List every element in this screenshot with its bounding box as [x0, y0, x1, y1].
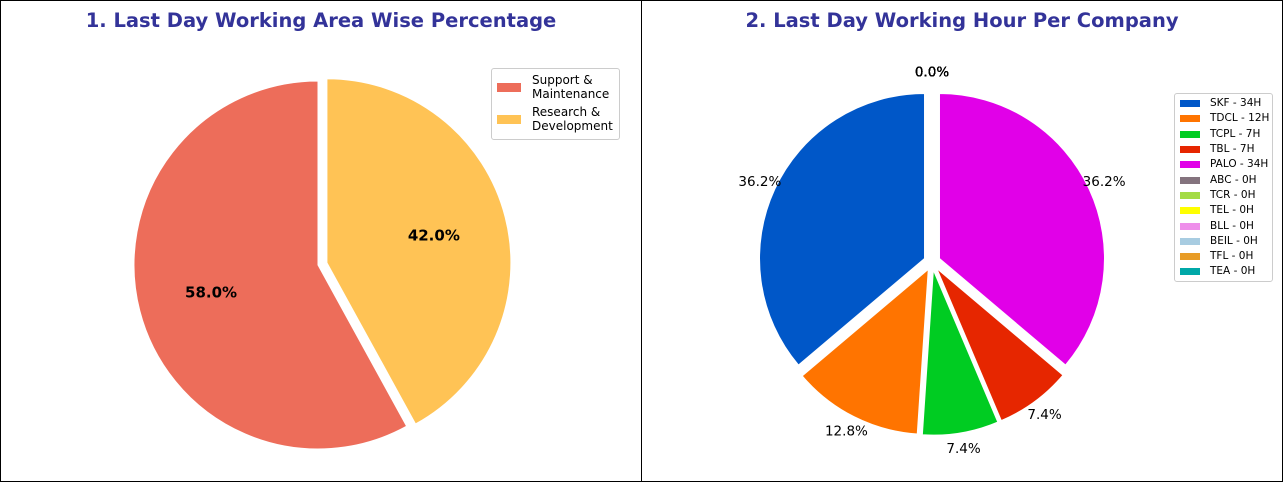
- legend-label: Support & Maintenance: [532, 73, 610, 101]
- legend-swatch: [1180, 146, 1200, 154]
- company-pie-title: 2. Last Day Working Hour Per Company: [745, 9, 1179, 32]
- pct-label-abc-0h: 0.0%: [915, 64, 949, 80]
- legend-item-tcr-0h: TCR - 0H: [1180, 188, 1272, 203]
- area-pie-legend: Support & Maintenance Research & Developmen…: [491, 68, 620, 140]
- pie-slice-tcpl-7h: [921, 269, 999, 436]
- legend-item-support-maintenance: Support & Maintenance: [497, 73, 619, 101]
- pct-label-tcpl-7h: 7.4%: [946, 441, 980, 457]
- legend-swatch: [1180, 115, 1200, 123]
- legend-label: TCR - 0H: [1210, 188, 1256, 201]
- legend-swatch: [497, 82, 521, 92]
- legend-item-tea-0h: TEA - 0H: [1180, 264, 1272, 279]
- legend-swatch: [1180, 253, 1200, 261]
- legend-item-tfl-0h: TFL - 0H: [1180, 249, 1272, 264]
- legend-label: ABC - 0H: [1210, 173, 1257, 186]
- pct-label-tbl-7h: 7.4%: [1027, 407, 1061, 423]
- legend-swatch: [1180, 237, 1200, 245]
- legend-item-tel-0h: TEL - 0H: [1180, 203, 1272, 218]
- legend-label: TEA - 0H: [1210, 265, 1256, 278]
- pct-label-tdcl-12h: 12.8%: [825, 423, 868, 439]
- legend-swatch: [1180, 130, 1200, 138]
- pct-label-research-development: 42.0%: [408, 226, 460, 244]
- pie-slice-support-maintenance: [133, 80, 408, 450]
- area-pie-panel: 1. Last Day Working Area Wise Percentage…: [0, 0, 642, 482]
- legend-swatch: [1180, 207, 1200, 215]
- pct-label-palo-34h: 36.2%: [1083, 174, 1126, 190]
- pct-label-tel-0h: 0.0%: [915, 64, 949, 80]
- area-pie-chart: 58.0% 42.0%: [133, 78, 512, 450]
- legend-swatch: [497, 114, 521, 124]
- legend-swatch: [1180, 100, 1200, 108]
- legend-label: TDCL - 12H: [1210, 112, 1270, 125]
- legend-label: BEIL - 0H: [1210, 234, 1258, 247]
- company-pie-panel: 2. Last Day Working Hour Per Company 36.…: [641, 0, 1283, 482]
- legend-item-bll-0h: BLL - 0H: [1180, 218, 1272, 233]
- legend-label: Research & Development: [532, 105, 613, 133]
- legend-item-tbl-7h: TBL - 7H: [1180, 142, 1272, 157]
- pie-slice-palo-34h: [938, 93, 1105, 366]
- pie-slice-tbl-7h: [936, 268, 1064, 422]
- legend-swatch: [1180, 222, 1200, 230]
- legend-item-abc-0h: ABC - 0H: [1180, 172, 1272, 187]
- pct-label-tfl-0h: 0.0%: [915, 64, 949, 80]
- legend-label: SKF - 34H: [1210, 97, 1262, 110]
- legend-label: TCPL - 7H: [1210, 127, 1261, 140]
- legend-label: PALO - 34H: [1210, 158, 1269, 171]
- legend-label: BLL - 0H: [1210, 219, 1254, 232]
- pie-slice-tdcl-12h: [801, 268, 929, 435]
- legend-item-research-development: Research & Development: [497, 105, 619, 133]
- legend-item-tcpl-7h: TCPL - 7H: [1180, 127, 1272, 142]
- legend-item-skf-34h: SKF - 34H: [1180, 96, 1272, 111]
- legend-swatch: [1180, 176, 1200, 184]
- pct-label-tcr-0h: 0.0%: [915, 64, 949, 80]
- legend-item-palo-34h: PALO - 34H: [1180, 157, 1272, 172]
- legend-swatch: [1180, 191, 1200, 199]
- pie-slice-skf-34h: [759, 93, 926, 366]
- legend-item-tdcl-12h: TDCL - 12H: [1180, 111, 1272, 126]
- company-pie-legend: SKF - 34H TDCL - 12H TCPL - 7H TBL - 7H PALO…: [1174, 93, 1273, 282]
- pct-label-beil-0h: 0.0%: [915, 64, 949, 80]
- legend-swatch: [1180, 268, 1200, 276]
- legend-swatch: [1180, 161, 1200, 169]
- pct-label-tea-0h: 0.0%: [915, 64, 949, 80]
- area-pie-title: 1. Last Day Working Area Wise Percentage: [85, 9, 557, 32]
- legend-label: TFL - 0H: [1210, 250, 1254, 263]
- pct-label-support-maintenance: 58.0%: [185, 283, 237, 301]
- legend-item-beil-0h: BEIL - 0H: [1180, 234, 1272, 249]
- pie-slice-research-development: [326, 78, 512, 425]
- company-pie-chart: 36.2%12.8%7.4%7.4%36.2%0.0%0.0%0.0%0.0%0…: [738, 64, 1126, 457]
- legend-label: TEL - 0H: [1210, 204, 1254, 217]
- pct-label-skf-34h: 36.2%: [738, 174, 781, 190]
- legend-label: TBL - 7H: [1210, 143, 1255, 156]
- pct-label-bll-0h: 0.0%: [915, 64, 949, 80]
